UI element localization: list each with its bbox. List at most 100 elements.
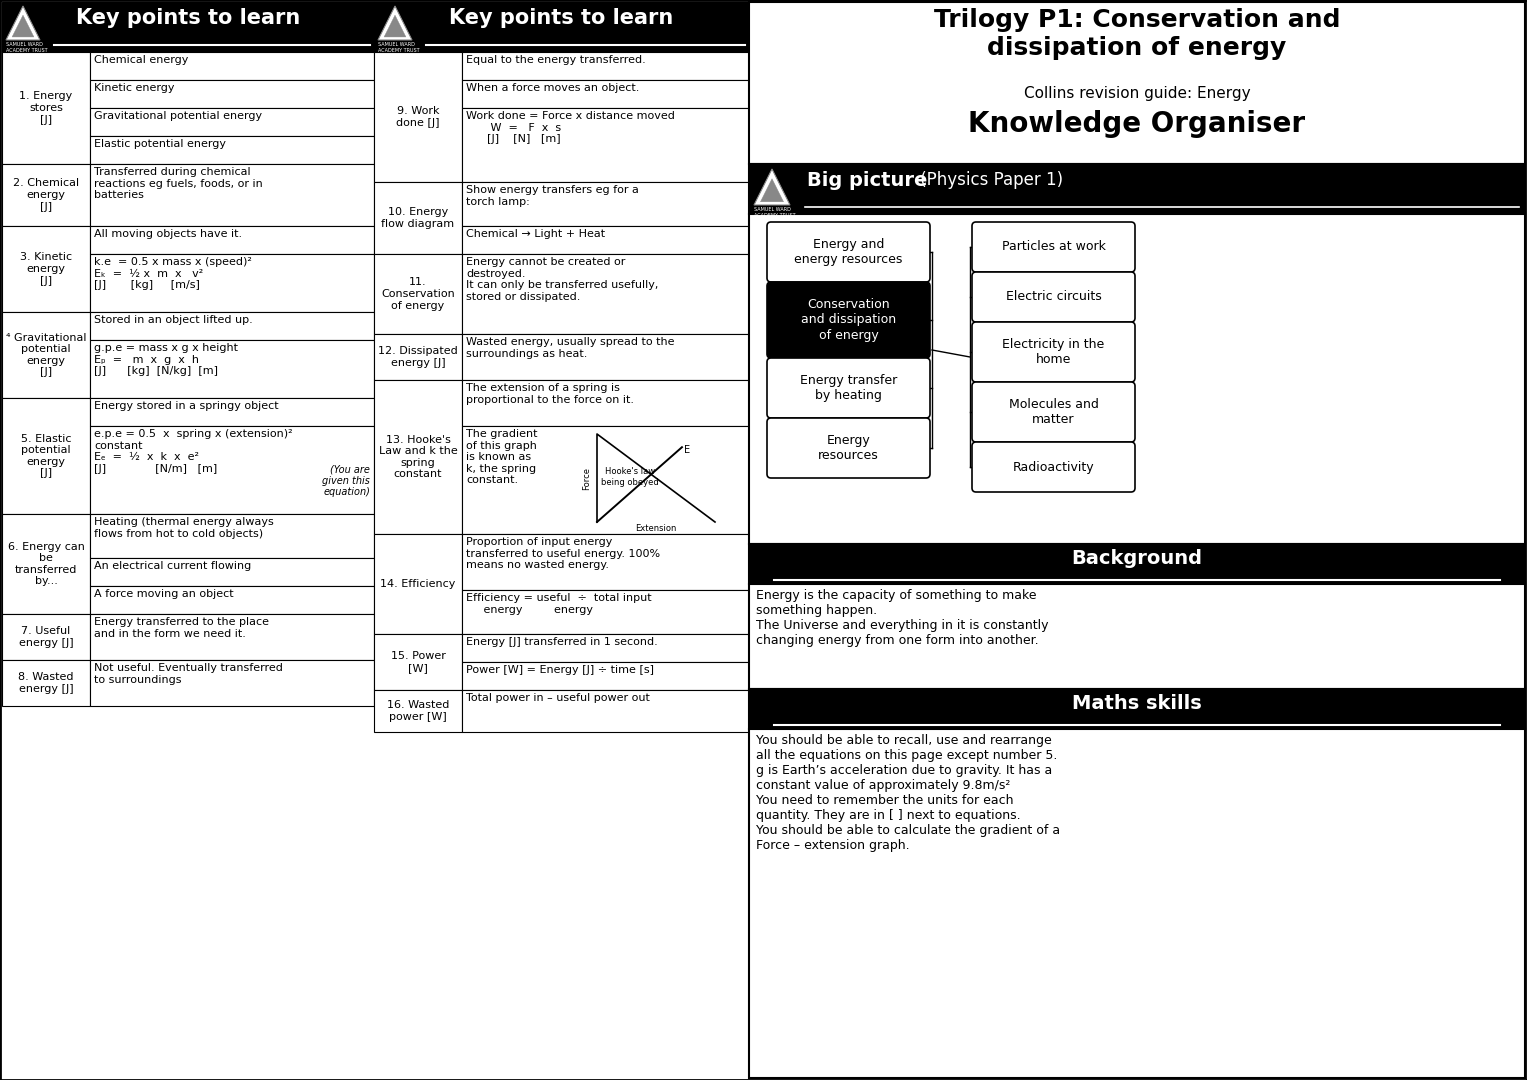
- Text: Total power in – useful power out: Total power in – useful power out: [466, 693, 651, 703]
- Bar: [750, 729, 1525, 1078]
- Text: 1. Energy
stores
[J]: 1. Energy stores [J]: [20, 92, 73, 124]
- Text: All moving objects have it.: All moving objects have it.: [95, 229, 243, 239]
- Bar: [750, 164, 1525, 214]
- Bar: [90, 340, 374, 399]
- Text: Power [W] = Energy [J] ÷ time [s]: Power [W] = Energy [J] ÷ time [s]: [466, 665, 654, 675]
- Polygon shape: [6, 6, 40, 40]
- Text: 6. Energy can
be
transferred
by...: 6. Energy can be transferred by...: [8, 541, 84, 586]
- Bar: [2, 164, 90, 226]
- Text: 2. Chemical
energy
[J]: 2. Chemical energy [J]: [12, 178, 79, 212]
- Bar: [463, 534, 750, 590]
- Bar: [90, 312, 374, 340]
- Text: g.p.e = mass x g x height
Eₚ  =   m  x  g  x  h
[J]      [kg]  [N/kg]  [m]: g.p.e = mass x g x height Eₚ = m x g x h…: [95, 343, 238, 376]
- Text: Energy
resources: Energy resources: [818, 434, 880, 462]
- Text: Elastic potential energy: Elastic potential energy: [95, 139, 226, 149]
- Text: Energy transferred to the place
and in the form we need it.: Energy transferred to the place and in t…: [95, 617, 269, 638]
- Text: The extension of a spring is
proportional to the force on it.: The extension of a spring is proportiona…: [466, 383, 634, 405]
- Bar: [90, 254, 374, 312]
- Bar: [374, 183, 463, 254]
- Bar: [2, 399, 90, 514]
- Text: Background: Background: [1072, 549, 1202, 568]
- Text: 13. Hooke's
Law and k the
spring
constant: 13. Hooke's Law and k the spring constan…: [379, 434, 458, 480]
- Text: Key points to learn: Key points to learn: [449, 8, 673, 28]
- Text: Big picture: Big picture: [806, 171, 927, 190]
- Bar: [374, 254, 463, 334]
- Bar: [374, 334, 463, 380]
- Bar: [463, 426, 750, 534]
- Bar: [90, 226, 374, 254]
- Text: E: E: [684, 445, 690, 455]
- Polygon shape: [12, 15, 34, 37]
- Text: Energy and
energy resources: Energy and energy resources: [794, 238, 902, 266]
- Text: Collins revision guide: Energy: Collins revision guide: Energy: [1023, 86, 1251, 102]
- Text: 10. Energy
flow diagram: 10. Energy flow diagram: [382, 207, 455, 229]
- Bar: [463, 80, 750, 108]
- Text: SAMUEL WARD
ACADEMY TRUST: SAMUEL WARD ACADEMY TRUST: [754, 207, 796, 218]
- Text: 7. Useful
energy [J]: 7. Useful energy [J]: [18, 626, 73, 648]
- Text: Knowledge Organiser: Knowledge Organiser: [968, 110, 1306, 138]
- Text: Efficiency = useful  ÷  total input
     energy         energy: Efficiency = useful ÷ total input energy…: [466, 593, 652, 615]
- Bar: [463, 52, 750, 80]
- Text: Stored in an object lifted up.: Stored in an object lifted up.: [95, 315, 253, 325]
- Text: Key points to learn: Key points to learn: [76, 8, 301, 28]
- Polygon shape: [385, 15, 406, 37]
- Text: Energy stored in a springy object: Energy stored in a springy object: [95, 401, 278, 411]
- Text: The gradient
of this graph
is known as
k, the spring
constant.: The gradient of this graph is known as k…: [466, 429, 538, 485]
- FancyBboxPatch shape: [973, 382, 1135, 442]
- Text: Chemical → Light + Heat: Chemical → Light + Heat: [466, 229, 605, 239]
- Bar: [750, 2, 1525, 164]
- Bar: [90, 586, 374, 615]
- Bar: [90, 108, 374, 136]
- Bar: [463, 690, 750, 732]
- Bar: [90, 136, 374, 164]
- Text: Molecules and
matter: Molecules and matter: [1008, 399, 1098, 426]
- Bar: [374, 634, 463, 690]
- Bar: [374, 690, 463, 732]
- Text: Particles at work: Particles at work: [1002, 241, 1106, 254]
- Bar: [90, 426, 374, 514]
- Bar: [463, 380, 750, 426]
- Text: 3. Kinetic
energy
[J]: 3. Kinetic energy [J]: [20, 253, 72, 285]
- Bar: [2, 2, 374, 52]
- Bar: [2, 226, 90, 312]
- Text: Electricity in the
home: Electricity in the home: [1002, 338, 1104, 366]
- Bar: [463, 634, 750, 662]
- Bar: [463, 226, 750, 254]
- FancyBboxPatch shape: [767, 282, 930, 357]
- Bar: [750, 689, 1525, 729]
- Bar: [463, 590, 750, 634]
- Text: ⁴ Gravitational
potential
energy
[J]: ⁴ Gravitational potential energy [J]: [6, 333, 86, 377]
- Polygon shape: [760, 178, 783, 202]
- Text: Electric circuits: Electric circuits: [1006, 291, 1101, 303]
- Bar: [463, 183, 750, 226]
- Polygon shape: [754, 168, 789, 205]
- Text: Chemical energy: Chemical energy: [95, 55, 188, 65]
- Text: You should be able to recall, use and rearrange
all the equations on this page e: You should be able to recall, use and re…: [756, 734, 1060, 852]
- Bar: [90, 80, 374, 108]
- Bar: [2, 514, 90, 615]
- Text: 9. Work
done [J]: 9. Work done [J]: [395, 106, 440, 127]
- Text: Show energy transfers eg for a
torch lamp:: Show energy transfers eg for a torch lam…: [466, 185, 638, 206]
- Text: Equal to the energy transferred.: Equal to the energy transferred.: [466, 55, 646, 65]
- Text: Conservation
and dissipation
of energy: Conservation and dissipation of energy: [802, 298, 896, 341]
- Bar: [90, 615, 374, 660]
- Text: Kinetic energy: Kinetic energy: [95, 83, 174, 93]
- Bar: [750, 214, 1525, 544]
- Text: Energy cannot be created or
destroyed.
It can only be transferred usefully,
stor: Energy cannot be created or destroyed. I…: [466, 257, 658, 301]
- Bar: [90, 52, 374, 80]
- Bar: [463, 662, 750, 690]
- Text: Extension: Extension: [635, 524, 676, 534]
- Text: A force moving an object: A force moving an object: [95, 589, 234, 599]
- Text: Force: Force: [582, 467, 591, 489]
- FancyBboxPatch shape: [973, 442, 1135, 492]
- Text: 12. Dissipated
energy [J]: 12. Dissipated energy [J]: [379, 347, 458, 368]
- Text: Not useful. Eventually transferred
to surroundings: Not useful. Eventually transferred to su…: [95, 663, 282, 685]
- Text: 8. Wasted
energy [J]: 8. Wasted energy [J]: [18, 672, 73, 693]
- FancyBboxPatch shape: [767, 418, 930, 478]
- Bar: [374, 2, 750, 52]
- Bar: [463, 108, 750, 183]
- Bar: [2, 615, 90, 660]
- Text: Trilogy P1: Conservation and
dissipation of energy: Trilogy P1: Conservation and dissipation…: [933, 8, 1341, 59]
- Bar: [90, 399, 374, 426]
- Polygon shape: [379, 6, 412, 40]
